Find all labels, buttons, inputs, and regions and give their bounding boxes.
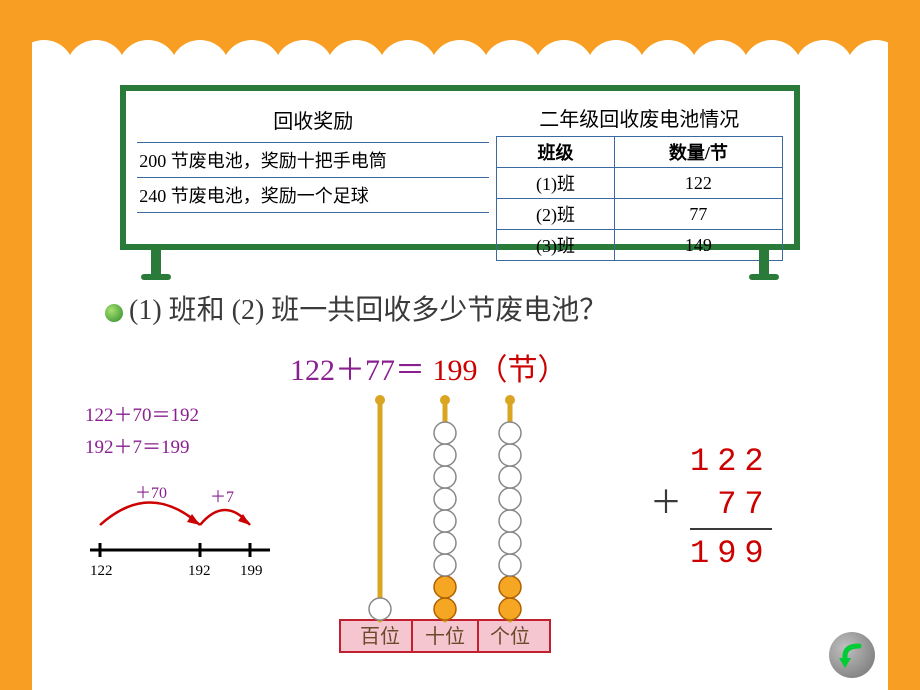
svg-text:百位: 百位 xyxy=(360,625,400,648)
table-header: 班级 xyxy=(496,137,614,168)
addend-row: ＋77 xyxy=(690,483,772,526)
reward-row: 240 节废电池，奖励一个足球 xyxy=(137,177,489,213)
recycle-table: 二年级回收废电池情况 班级 数量/节 (1)班 122 (2)班 77 (3)班… xyxy=(496,101,783,261)
svg-text:个位: 个位 xyxy=(490,625,530,648)
main-equation: 122＋77＝ 199（节） xyxy=(290,345,568,389)
question-text: (1) 班和 (2) 班一共回收多少节废电池？ xyxy=(105,288,607,328)
table-row: (2)班 77 xyxy=(496,199,782,230)
number-line: ＋70 ＋7 122 192 199 xyxy=(80,480,290,600)
side-bar-right xyxy=(888,0,920,690)
calculation-steps: 122＋70＝192 192＋7＝199 xyxy=(85,400,199,465)
reward-table: 回收奖励 200 节废电池，奖励十把手电筒 240 节废电池，奖励一个足球 xyxy=(137,101,489,261)
svg-text:十位: 十位 xyxy=(425,625,465,648)
table-row: (3)班 149 xyxy=(496,230,782,261)
plus-sign: ＋ xyxy=(650,483,682,526)
back-button[interactable] xyxy=(829,632,875,678)
step-line: 122＋70＝192 xyxy=(85,400,199,432)
tick-label: 122 xyxy=(90,563,113,579)
sum: 199 xyxy=(690,528,772,575)
bullet-icon xyxy=(105,304,123,322)
back-arrow-icon xyxy=(837,640,867,670)
tick-label: 192 xyxy=(188,563,211,579)
jump-label: ＋7 xyxy=(210,489,234,506)
tick-label: 199 xyxy=(240,563,263,579)
abacus: 百位 十位 个位 xyxy=(320,390,570,650)
step-line: 192＋7＝199 xyxy=(85,432,199,464)
jump-label: ＋70 xyxy=(135,485,167,502)
reward-title: 回收奖励 xyxy=(137,101,489,142)
vertical-addition: 122 ＋77 199 xyxy=(690,440,772,576)
table-row: (1)班 122 xyxy=(496,168,782,199)
addend: 122 xyxy=(690,440,772,483)
reward-row: 200 节废电池，奖励十把手电筒 xyxy=(137,142,489,178)
recycle-title: 二年级回收废电池情况 xyxy=(496,101,783,136)
side-bar-left xyxy=(0,0,32,690)
table-header: 数量/节 xyxy=(615,137,783,168)
chalkboard: 回收奖励 200 节废电池，奖励十把手电筒 240 节废电池，奖励一个足球 二年… xyxy=(120,85,800,250)
